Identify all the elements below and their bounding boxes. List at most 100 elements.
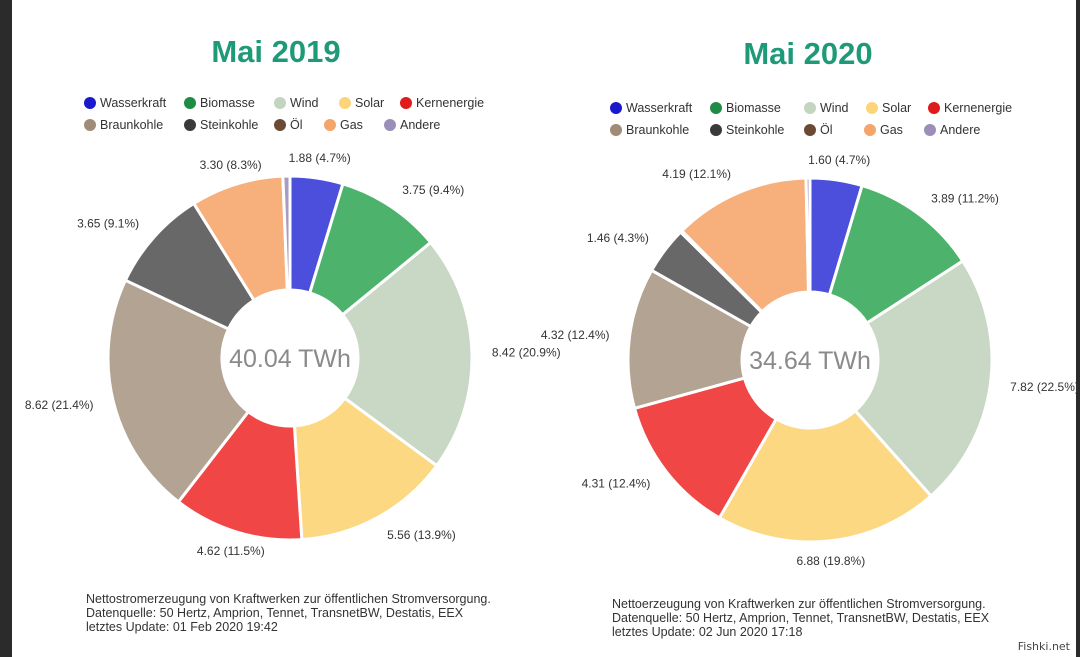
legend-item-biomasse[interactable]: Biomasse xyxy=(710,101,781,115)
slice-andere[interactable] xyxy=(804,176,812,294)
legend-swatch-icon xyxy=(924,124,936,136)
data-label-wasserkraft: 1.60 (4.7%) xyxy=(808,153,870,167)
data-label-biomasse: 3.89 (11.2%) xyxy=(931,191,999,205)
legend-label: Steinkohle xyxy=(200,118,259,132)
data-label-kernenergie: 4.62 (11.5%) xyxy=(197,544,265,558)
legend-item-kernenergie[interactable]: Kernenergie xyxy=(928,101,1012,115)
legend-label: Braunkohle xyxy=(100,118,164,132)
legend-swatch-icon xyxy=(184,119,196,131)
legend-label: Solar xyxy=(355,96,385,110)
left-frame-edge xyxy=(0,0,12,657)
chart-panel-2020: Mai 2020 Wasserkraft Biomasse Wind Solar… xyxy=(540,0,1079,657)
slice-braunkohle[interactable] xyxy=(626,268,753,410)
legend-item-gas[interactable]: Gas xyxy=(324,118,363,132)
chart-title: Mai 2020 xyxy=(743,36,873,71)
data-label-gas: 4.19 (12.1%) xyxy=(662,167,731,181)
legend-item-solar[interactable]: Solar xyxy=(866,101,911,115)
legend-swatch-icon xyxy=(324,119,336,131)
legend-label: Wasserkraft xyxy=(626,101,693,115)
legend-item-solar[interactable]: Solar xyxy=(339,96,384,110)
legend-swatch-icon xyxy=(866,102,878,114)
legend-label: Wind xyxy=(290,96,319,110)
legend-item-steinkohle[interactable]: Steinkohle xyxy=(184,118,258,132)
legend-label: Wind xyxy=(820,101,849,115)
legend-swatch-icon xyxy=(710,102,722,114)
slice-wind[interactable] xyxy=(341,240,474,468)
legend-swatch-icon xyxy=(184,97,196,109)
legend-label: Biomasse xyxy=(200,96,255,110)
data-label-steinkohle: 3.65 (9.1%) xyxy=(77,217,139,231)
chart-panel-2019: Mai 2019 Wasserkraft Biomasse Wind Solar… xyxy=(12,0,561,657)
legend-swatch-icon xyxy=(384,119,396,131)
center-total-label: 40.04 TWh xyxy=(229,345,351,373)
legend-label: Braunkohle xyxy=(626,123,690,137)
data-label-solar: 6.88 (19.8%) xyxy=(796,554,865,568)
legend-label: Steinkohle xyxy=(726,123,785,137)
right-frame-edge xyxy=(1076,0,1080,657)
legend-item-braunkohle[interactable]: Braunkohle xyxy=(610,123,689,137)
legend-label: Öl xyxy=(290,118,303,132)
slice-solar[interactable] xyxy=(717,409,933,544)
legend-label: Kernenergie xyxy=(416,96,485,110)
data-label-wind: 7.82 (22.5%) xyxy=(1010,380,1079,394)
data-label-solar: 5.56 (13.9%) xyxy=(387,528,456,542)
slice-gas[interactable] xyxy=(680,176,811,314)
legend-swatch-icon xyxy=(84,97,96,109)
legend-item-oel[interactable]: Öl xyxy=(804,123,833,137)
footnote-line: Nettostromerzeugung von Kraftwerken zur … xyxy=(86,592,491,606)
data-label-steinkohle: 1.46 (4.3%) xyxy=(587,231,649,245)
footnote-line: letztes Update: 01 Feb 2020 19:42 xyxy=(86,620,278,634)
legend-swatch-icon xyxy=(610,124,622,136)
legend-label: Andere xyxy=(940,123,981,137)
data-label-wind: 8.42 (20.9%) xyxy=(492,346,561,360)
footnote-line: Datenquelle: 50 Hertz, Amprion, Tennet, … xyxy=(612,611,990,625)
legend-item-wind[interactable]: Wind xyxy=(804,101,848,115)
legend-label: Biomasse xyxy=(726,101,781,115)
data-label-braunkohle: 4.32 (12.4%) xyxy=(541,328,610,342)
legend-item-gas[interactable]: Gas xyxy=(864,123,903,137)
chart-footnote: Nettoerzeugung von Kraftwerken zur öffen… xyxy=(612,597,989,639)
data-label-wasserkraft: 1.88 (4.7%) xyxy=(289,151,351,165)
legend-swatch-icon xyxy=(804,124,816,136)
slice-braunkohle[interactable] xyxy=(106,278,250,504)
legend-label: Gas xyxy=(340,118,363,132)
data-label-gas: 3.30 (8.3%) xyxy=(200,158,262,172)
data-label-biomasse: 3.75 (9.4%) xyxy=(402,183,464,197)
legend-item-kernenergie[interactable]: Kernenergie xyxy=(400,96,484,110)
donut-chart: 1.60 (4.7%) 3.89 (11.2%) 7.82 (22.5%) 6.88 … xyxy=(541,153,1079,568)
slice-solar[interactable] xyxy=(292,396,439,542)
data-label-braunkohle: 8.62 (21.4%) xyxy=(25,398,94,412)
legend-swatch-icon xyxy=(400,97,412,109)
legend-swatch-icon xyxy=(610,102,622,114)
data-label-kernenergie: 4.31 (12.4%) xyxy=(582,477,651,491)
legend-label: Andere xyxy=(400,118,441,132)
legend-label: Solar xyxy=(882,101,912,115)
slice-kernenergie[interactable] xyxy=(633,376,778,520)
legend-item-andere[interactable]: Andere xyxy=(924,123,980,137)
legend-label: Gas xyxy=(880,123,903,137)
legend-label: Wasserkraft xyxy=(100,96,167,110)
chart-footnote: Nettostromerzeugung von Kraftwerken zur … xyxy=(86,592,491,634)
legend-swatch-icon xyxy=(274,119,286,131)
legend-item-biomasse[interactable]: Biomasse xyxy=(184,96,255,110)
slice-wind[interactable] xyxy=(853,259,994,498)
slice-andere[interactable] xyxy=(281,174,292,292)
legend-swatch-icon xyxy=(864,124,876,136)
legend-label: Öl xyxy=(820,123,833,137)
legend-item-wasserkraft[interactable]: Wasserkraft xyxy=(610,101,692,115)
slice-biomasse[interactable] xyxy=(827,184,965,325)
legend-swatch-icon xyxy=(339,97,351,109)
legend-item-steinkohle[interactable]: Steinkohle xyxy=(710,123,784,137)
chart-title: Mai 2019 xyxy=(211,34,341,69)
legend-item-wind[interactable]: Wind xyxy=(274,96,318,110)
legend-swatch-icon xyxy=(804,102,816,114)
donut-chart: 1.88 (4.7%) 3.75 (9.4%) 8.42 (20.9%) 5.56 (… xyxy=(25,151,561,558)
legend-item-wasserkraft[interactable]: Wasserkraft xyxy=(84,96,166,110)
legend-item-andere[interactable]: Andere xyxy=(384,118,440,132)
legend-swatch-icon xyxy=(710,124,722,136)
watermark: Fishki.net xyxy=(1017,640,1070,653)
legend-item-oel[interactable]: Öl xyxy=(274,118,303,132)
legend-swatch-icon xyxy=(274,97,286,109)
legend-item-braunkohle[interactable]: Braunkohle xyxy=(84,118,163,132)
footnote-line: Datenquelle: 50 Hertz, Amprion, Tennet, … xyxy=(86,606,464,620)
